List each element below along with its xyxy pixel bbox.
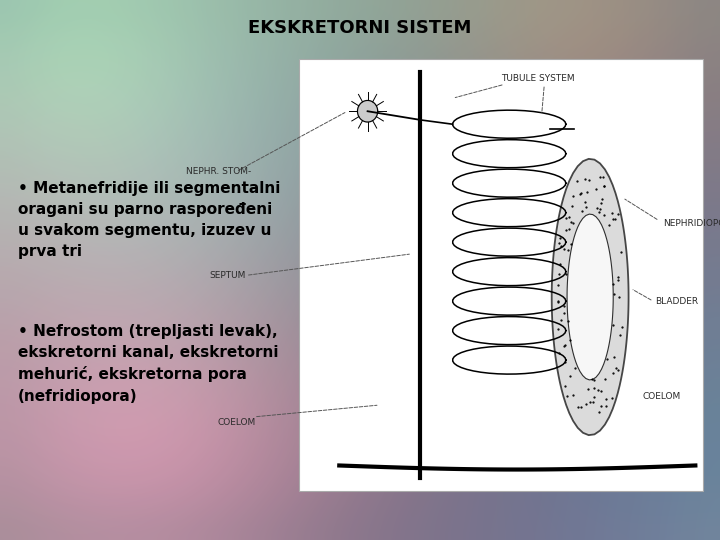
Text: BLADDER: BLADDER (655, 297, 698, 306)
Text: • Metanefridije ili segmentalni
oragani su parno raspoređeni
u svakom segmentu, : • Metanefridije ili segmentalni oragani … (18, 181, 280, 259)
Text: EKSKRETORNI SISTEM: EKSKRETORNI SISTEM (248, 19, 472, 37)
Text: SEPTUM: SEPTUM (210, 271, 246, 280)
Text: NEPHRIDIOPORE: NEPHRIDIOPORE (663, 219, 720, 228)
Polygon shape (552, 159, 629, 435)
Polygon shape (567, 214, 613, 380)
Polygon shape (358, 100, 378, 122)
Text: COELOM: COELOM (218, 418, 256, 427)
Text: • Nefrostom (trepljasti levak),
ekskretorni kanal, ekskretorni
mehurić, ekskreto: • Nefrostom (trepljasti levak), ekskreto… (18, 324, 279, 403)
Text: NEPHR. STOM-: NEPHR. STOM- (186, 167, 251, 176)
Text: TUBULE SYSTEM: TUBULE SYSTEM (501, 75, 575, 83)
Text: COELOM: COELOM (643, 392, 681, 401)
FancyBboxPatch shape (299, 59, 703, 491)
